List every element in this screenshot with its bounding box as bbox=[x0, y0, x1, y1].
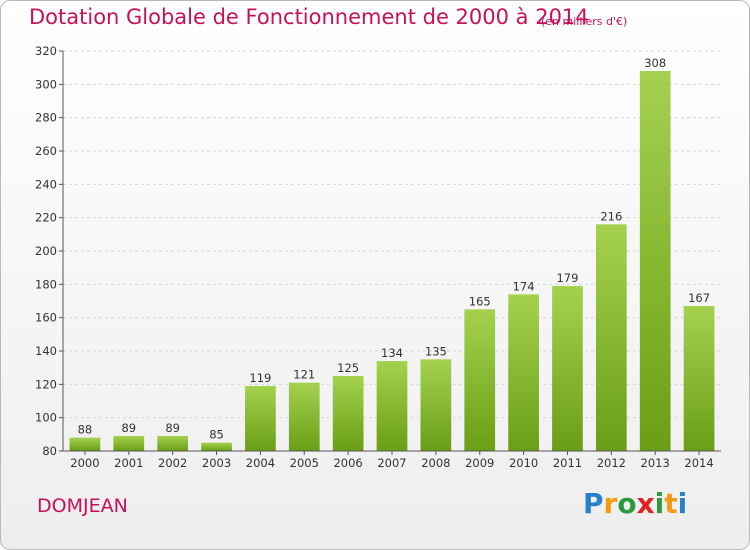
data-label-2010: 174 bbox=[513, 279, 535, 293]
x-tick-label-2007: 2007 bbox=[377, 456, 406, 470]
data-label-2003: 85 bbox=[209, 428, 224, 442]
data-label-2013: 308 bbox=[644, 56, 666, 70]
x-tick-label-2014: 2014 bbox=[684, 456, 713, 470]
data-label-2002: 89 bbox=[165, 421, 180, 435]
x-tick-label-2001: 2001 bbox=[114, 456, 143, 470]
bar-2013 bbox=[639, 71, 671, 451]
data-label-2009: 165 bbox=[469, 294, 491, 308]
bar-2014 bbox=[683, 306, 715, 451]
data-label-2001: 89 bbox=[121, 421, 136, 435]
data-label-2014: 167 bbox=[688, 291, 710, 305]
data-label-2012: 216 bbox=[600, 209, 622, 223]
y-tick-label: 300 bbox=[35, 77, 57, 91]
bar-layer: 88 89 89 85 119 121 125 134 135 165 174 179 216 308 16… bbox=[69, 56, 715, 451]
x-tick-label-2006: 2006 bbox=[333, 456, 362, 470]
y-tick-label: 260 bbox=[35, 144, 57, 158]
y-tick-label: 120 bbox=[35, 377, 57, 391]
bar-2004 bbox=[245, 386, 276, 451]
bar-2008 bbox=[420, 359, 452, 451]
commune-name: DOMJEAN bbox=[37, 495, 128, 517]
logo-letter: x bbox=[636, 487, 655, 520]
data-label-2008: 135 bbox=[425, 344, 447, 358]
x-tick-label-2009: 2009 bbox=[465, 456, 494, 470]
y-tick-label: 180 bbox=[35, 277, 57, 291]
data-label-2011: 179 bbox=[556, 271, 578, 285]
logo-letter: P bbox=[583, 487, 604, 520]
x-tick-label-2005: 2005 bbox=[290, 456, 319, 470]
data-label-2000: 88 bbox=[78, 423, 93, 437]
data-label-2005: 121 bbox=[293, 368, 315, 382]
bar-2010 bbox=[508, 294, 539, 451]
x-tick-label-2000: 2000 bbox=[70, 456, 99, 470]
bar-2011 bbox=[552, 286, 583, 451]
logo-letter: r bbox=[603, 487, 618, 520]
data-label-2007: 134 bbox=[381, 346, 403, 360]
y-tick-label: 220 bbox=[35, 211, 57, 225]
logo-letter: i bbox=[677, 487, 688, 520]
y-tick-label: 280 bbox=[35, 111, 57, 125]
bar-2002 bbox=[157, 436, 189, 451]
bar-2012 bbox=[595, 224, 627, 451]
data-label-2004: 119 bbox=[249, 371, 271, 385]
x-tick-label-2013: 2013 bbox=[641, 456, 670, 470]
bar-2003 bbox=[201, 442, 232, 451]
y-tick-label: 240 bbox=[35, 177, 57, 191]
bar-2001 bbox=[113, 436, 145, 451]
y-tick-label: 160 bbox=[35, 311, 57, 325]
x-tick-label-2004: 2004 bbox=[246, 456, 275, 470]
data-label-2006: 125 bbox=[337, 361, 359, 375]
logo-letter: o bbox=[617, 487, 637, 520]
y-tick-label: 80 bbox=[42, 444, 57, 458]
proxiti-logo: Proxiti bbox=[583, 487, 687, 520]
bar-2005 bbox=[288, 382, 320, 451]
y-tick-label: 320 bbox=[35, 44, 57, 58]
logo-letter: t bbox=[664, 487, 678, 520]
x-tick-label-2011: 2011 bbox=[553, 456, 582, 470]
bar-2009 bbox=[464, 309, 496, 451]
x-tick-label-2010: 2010 bbox=[509, 456, 538, 470]
x-tick-label-2002: 2002 bbox=[158, 456, 187, 470]
chart-subtitle: (en milliers d'€) bbox=[541, 15, 628, 28]
bar-2000 bbox=[69, 437, 101, 451]
x-tick-label-2008: 2008 bbox=[421, 456, 450, 470]
x-tick-label-2012: 2012 bbox=[597, 456, 626, 470]
y-tick-label: 100 bbox=[35, 411, 57, 425]
bar-2006 bbox=[332, 376, 364, 451]
y-tick-label: 200 bbox=[35, 244, 57, 258]
x-tick-label-2003: 2003 bbox=[202, 456, 231, 470]
axis-layer: 80 100 120 140 160 180 200 220 240 260 280 300 320 20… bbox=[35, 44, 721, 470]
chart-title: Dotation Globale de Fonctionnement de 20… bbox=[29, 5, 589, 29]
bar-2007 bbox=[376, 361, 408, 451]
y-tick-label: 140 bbox=[35, 344, 57, 358]
logo-letter: i bbox=[654, 487, 665, 520]
